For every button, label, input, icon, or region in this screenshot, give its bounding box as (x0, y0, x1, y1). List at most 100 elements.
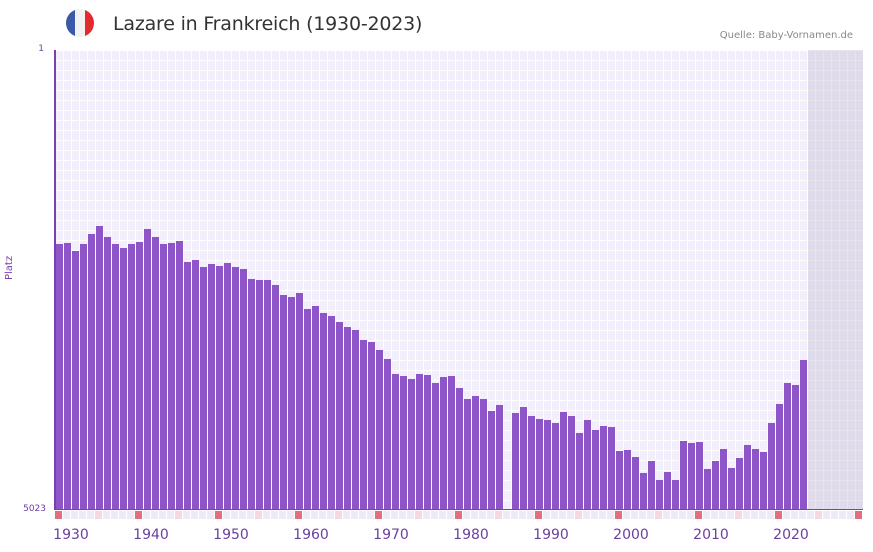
bar-1943[interactable] (160, 244, 167, 510)
bar-1979[interactable] (448, 376, 455, 510)
bar-2014[interactable] (728, 467, 735, 510)
bar-1958[interactable] (280, 295, 287, 510)
bar-1949[interactable] (208, 263, 215, 510)
bar-1975[interactable] (416, 373, 423, 510)
bar-2020[interactable] (776, 404, 783, 510)
bar-1937[interactable] (112, 244, 119, 510)
year-marker (319, 511, 327, 519)
bar-1993[interactable] (560, 412, 567, 510)
bar-1971[interactable] (384, 359, 391, 510)
bar-1966[interactable] (344, 327, 351, 510)
bar-1947[interactable] (192, 260, 199, 510)
source-link[interactable]: Quelle: Baby-Vornamen.de (719, 30, 853, 41)
bar-1976[interactable] (424, 375, 431, 510)
bar-1967[interactable] (352, 330, 359, 510)
bar-1960[interactable] (296, 293, 303, 510)
bar-1938[interactable] (120, 248, 127, 510)
bar-1988[interactable] (520, 406, 527, 510)
bar-1990[interactable] (536, 419, 543, 510)
bar-2008[interactable] (680, 441, 687, 510)
bar-1981[interactable] (464, 399, 471, 510)
bar-1953[interactable] (240, 269, 247, 510)
bar-2010[interactable] (696, 442, 703, 510)
bar-1959[interactable] (288, 297, 295, 510)
bar-2007[interactable] (672, 479, 679, 510)
bar-1978[interactable] (440, 377, 447, 510)
bar-2013[interactable] (720, 449, 727, 510)
bar-2017[interactable] (752, 449, 759, 510)
bar-2015[interactable] (736, 457, 743, 510)
bar-1968[interactable] (360, 340, 367, 510)
year-marker (783, 511, 791, 519)
bar-1946[interactable] (184, 261, 191, 510)
year-marker (431, 511, 439, 519)
bar-1941[interactable] (144, 228, 151, 510)
bar-1996[interactable] (584, 419, 591, 510)
bar-2018[interactable] (760, 452, 767, 510)
bar-1956[interactable] (264, 280, 271, 510)
bar-1954[interactable] (248, 279, 255, 510)
bar-1957[interactable] (272, 285, 279, 510)
bar-1973[interactable] (400, 376, 407, 510)
bar-1985[interactable] (496, 405, 503, 510)
bar-1972[interactable] (392, 373, 399, 510)
bar-2005[interactable] (656, 479, 663, 510)
bar-2009[interactable] (688, 443, 695, 510)
bar-1987[interactable] (512, 413, 519, 510)
bar-1932[interactable] (72, 250, 79, 510)
bar-2022[interactable] (792, 384, 799, 510)
bar-1964[interactable] (328, 316, 335, 510)
bar-1962[interactable] (312, 306, 319, 510)
bar-1961[interactable] (304, 309, 311, 510)
bar-1963[interactable] (320, 312, 327, 510)
bar-1974[interactable] (408, 379, 415, 510)
bar-1998[interactable] (600, 426, 607, 510)
bar-1939[interactable] (128, 244, 135, 510)
bar-1935[interactable] (96, 225, 103, 510)
bar-1950[interactable] (216, 266, 223, 510)
bar-1984[interactable] (488, 410, 495, 510)
bar-2021[interactable] (784, 382, 791, 510)
year-marker (655, 511, 663, 519)
x-tick-label: 2010 (693, 527, 729, 543)
bar-2000[interactable] (616, 451, 623, 510)
bar-2006[interactable] (664, 472, 671, 510)
bar-1931[interactable] (64, 243, 71, 510)
year-marker (399, 511, 407, 519)
bar-1980[interactable] (456, 388, 463, 510)
bar-1997[interactable] (592, 430, 599, 510)
bar-1983[interactable] (480, 399, 487, 510)
bar-2011[interactable] (704, 468, 711, 510)
bar-1969[interactable] (368, 342, 375, 510)
bar-1989[interactable] (528, 416, 535, 510)
bar-2012[interactable] (712, 461, 719, 510)
bar-1933[interactable] (80, 244, 87, 510)
bar-1945[interactable] (176, 240, 183, 510)
bar-2001[interactable] (624, 450, 631, 510)
bar-1944[interactable] (168, 243, 175, 510)
bar-2004[interactable] (648, 461, 655, 510)
bar-1951[interactable] (224, 262, 231, 510)
bar-1982[interactable] (472, 395, 479, 510)
bar-2003[interactable] (640, 473, 647, 510)
bar-1994[interactable] (568, 416, 575, 510)
bar-2023[interactable] (800, 359, 807, 510)
bar-1934[interactable] (88, 234, 95, 510)
bar-1936[interactable] (104, 237, 111, 510)
bar-1940[interactable] (136, 242, 143, 510)
bar-1930[interactable] (56, 244, 63, 510)
bar-1991[interactable] (544, 419, 551, 510)
bar-1948[interactable] (200, 267, 207, 510)
bar-1977[interactable] (432, 382, 439, 510)
bar-2019[interactable] (768, 422, 775, 510)
bar-2016[interactable] (744, 444, 751, 510)
bar-1970[interactable] (376, 349, 383, 510)
bar-1955[interactable] (256, 280, 263, 510)
bar-1999[interactable] (608, 427, 615, 510)
bar-1992[interactable] (552, 422, 559, 510)
bar-1995[interactable] (576, 432, 583, 510)
bar-1942[interactable] (152, 237, 159, 510)
bar-2002[interactable] (632, 456, 639, 510)
bar-1965[interactable] (336, 321, 343, 510)
bar-1952[interactable] (232, 267, 239, 510)
